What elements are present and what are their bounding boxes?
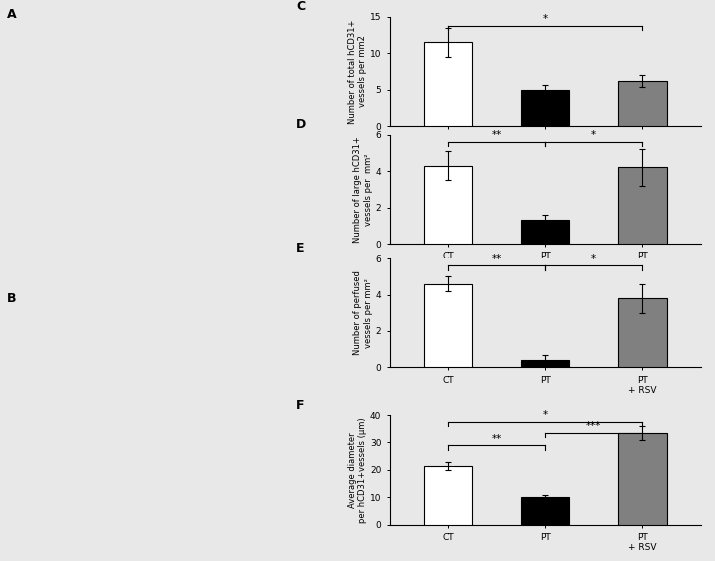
Bar [521, 360, 569, 367]
Text: **: ** [491, 130, 502, 140]
Text: E: E [297, 242, 305, 255]
Bar [618, 298, 666, 367]
Bar [618, 433, 666, 525]
Text: B: B [7, 292, 17, 305]
Text: *: * [591, 130, 596, 140]
Bar [424, 165, 473, 244]
Text: C: C [297, 1, 305, 13]
Text: *: * [543, 14, 548, 24]
Text: *: * [543, 410, 548, 420]
Text: *: * [591, 254, 596, 264]
Text: F: F [297, 399, 305, 412]
Bar [424, 43, 473, 126]
Bar [618, 81, 666, 126]
Text: **: ** [491, 254, 502, 264]
Bar [521, 497, 569, 525]
Bar [521, 90, 569, 126]
Y-axis label: Number of large hCD31+
vessels per  mm²: Number of large hCD31+ vessels per mm² [353, 136, 373, 243]
Text: A: A [7, 8, 17, 21]
Text: ***: *** [586, 421, 601, 431]
Y-axis label: Number of total hCD31+
vessels per mm2: Number of total hCD31+ vessels per mm2 [347, 19, 367, 124]
Text: **: ** [491, 434, 502, 444]
Y-axis label: Average diameter
per hCD31+vessels (μm): Average diameter per hCD31+vessels (μm) [347, 417, 367, 523]
Y-axis label: Number of perfused
vessels per mm²: Number of perfused vessels per mm² [353, 270, 373, 355]
Bar [424, 466, 473, 525]
Text: D: D [297, 118, 307, 131]
Bar [618, 168, 666, 244]
Bar [424, 284, 473, 367]
Bar [521, 220, 569, 244]
